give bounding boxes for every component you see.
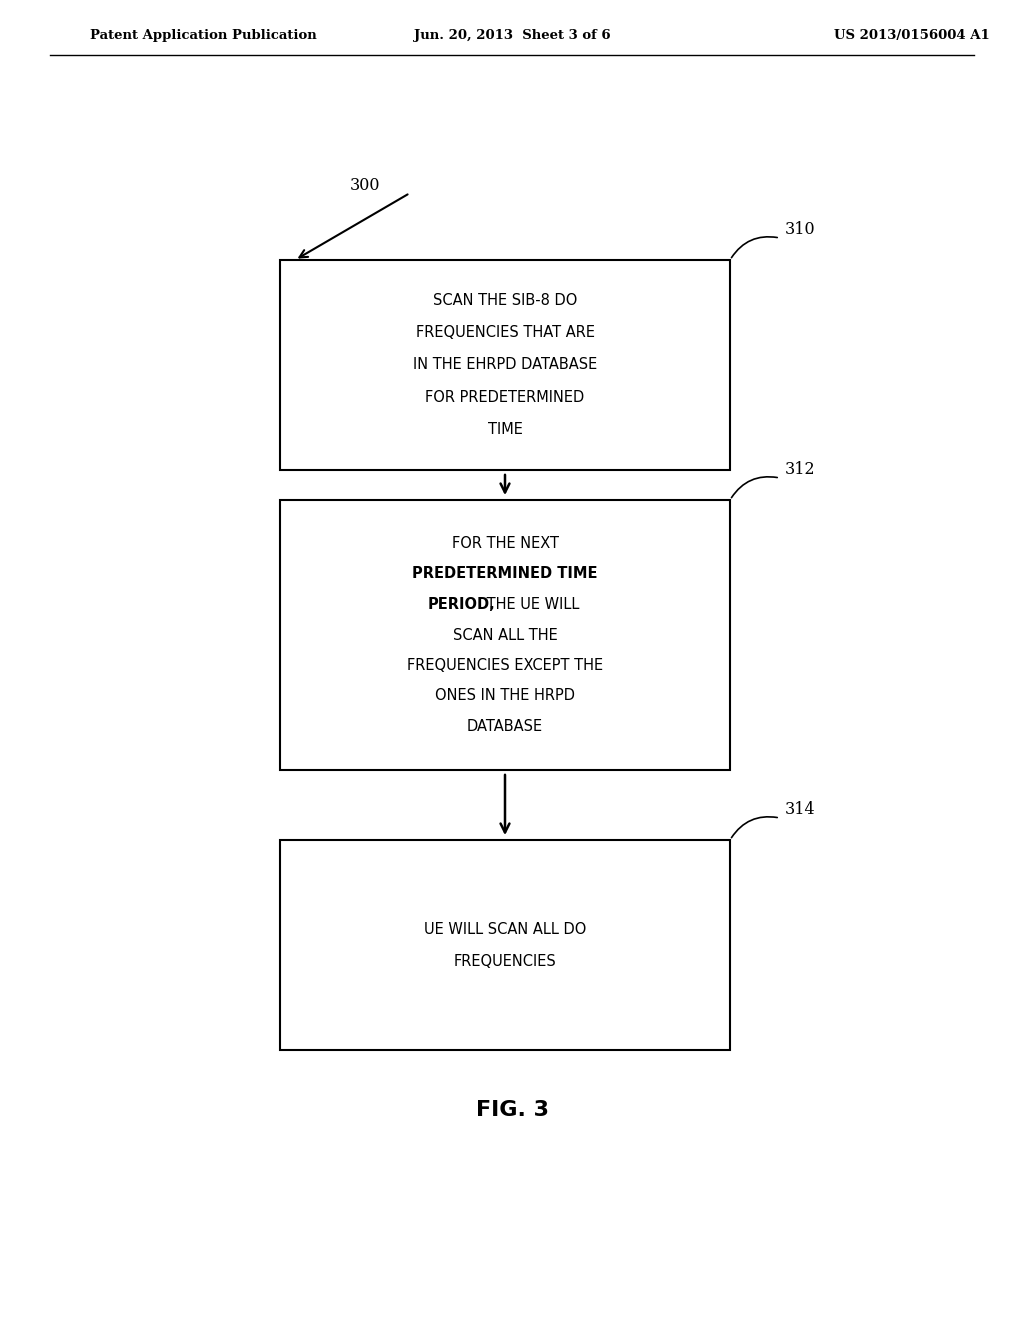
Bar bbox=[280, 840, 730, 1049]
Text: DATABASE: DATABASE bbox=[467, 719, 543, 734]
Text: Patent Application Publication: Patent Application Publication bbox=[90, 29, 316, 41]
Bar bbox=[280, 260, 730, 470]
Text: FOR THE NEXT: FOR THE NEXT bbox=[452, 536, 558, 550]
Text: 310: 310 bbox=[785, 220, 816, 238]
Text: US 2013/0156004 A1: US 2013/0156004 A1 bbox=[835, 29, 990, 41]
Text: 314: 314 bbox=[785, 801, 816, 818]
Text: 300: 300 bbox=[350, 177, 381, 194]
Text: Jun. 20, 2013  Sheet 3 of 6: Jun. 20, 2013 Sheet 3 of 6 bbox=[414, 29, 610, 41]
Text: SCAN THE SIB-8 DO: SCAN THE SIB-8 DO bbox=[433, 293, 578, 309]
Text: ONES IN THE HRPD: ONES IN THE HRPD bbox=[435, 689, 575, 704]
Text: FIG. 3: FIG. 3 bbox=[475, 1100, 549, 1119]
Text: 312: 312 bbox=[785, 461, 816, 478]
Text: TIME: TIME bbox=[487, 421, 522, 437]
Text: FREQUENCIES THAT ARE: FREQUENCIES THAT ARE bbox=[416, 326, 595, 341]
Text: UE WILL SCAN ALL DO: UE WILL SCAN ALL DO bbox=[424, 921, 586, 936]
Text: THE UE WILL: THE UE WILL bbox=[481, 597, 579, 612]
Text: FOR PREDETERMINED: FOR PREDETERMINED bbox=[425, 389, 585, 404]
Text: IN THE EHRPD DATABASE: IN THE EHRPD DATABASE bbox=[413, 358, 597, 372]
Text: PERIOD,: PERIOD, bbox=[428, 597, 496, 612]
Text: SCAN ALL THE: SCAN ALL THE bbox=[453, 627, 557, 643]
Bar bbox=[280, 500, 730, 770]
Text: FREQUENCIES: FREQUENCIES bbox=[454, 953, 556, 969]
Text: FREQUENCIES EXCEPT THE: FREQUENCIES EXCEPT THE bbox=[407, 657, 603, 673]
Text: PREDETERMINED TIME: PREDETERMINED TIME bbox=[413, 566, 598, 582]
